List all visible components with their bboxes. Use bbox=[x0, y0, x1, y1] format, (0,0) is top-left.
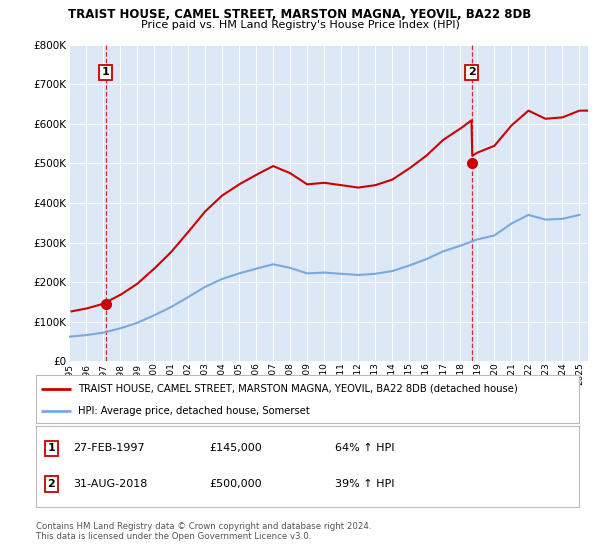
Text: HPI: Average price, detached house, Somerset: HPI: Average price, detached house, Some… bbox=[79, 406, 310, 416]
Text: 1: 1 bbox=[102, 68, 109, 77]
Text: TRAIST HOUSE, CAMEL STREET, MARSTON MAGNA, YEOVIL, BA22 8DB: TRAIST HOUSE, CAMEL STREET, MARSTON MAGN… bbox=[68, 8, 532, 21]
Text: £500,000: £500,000 bbox=[210, 479, 262, 489]
Text: 64% ↑ HPI: 64% ↑ HPI bbox=[335, 444, 394, 454]
Text: 31-AUG-2018: 31-AUG-2018 bbox=[73, 479, 147, 489]
Text: 2: 2 bbox=[47, 479, 55, 489]
Text: 1: 1 bbox=[47, 444, 55, 454]
Text: 2: 2 bbox=[468, 68, 476, 77]
Text: 39% ↑ HPI: 39% ↑ HPI bbox=[335, 479, 394, 489]
Text: 27-FEB-1997: 27-FEB-1997 bbox=[73, 444, 145, 454]
Text: £145,000: £145,000 bbox=[210, 444, 263, 454]
Text: Price paid vs. HM Land Registry's House Price Index (HPI): Price paid vs. HM Land Registry's House … bbox=[140, 20, 460, 30]
Text: TRAIST HOUSE, CAMEL STREET, MARSTON MAGNA, YEOVIL, BA22 8DB (detached house): TRAIST HOUSE, CAMEL STREET, MARSTON MAGN… bbox=[79, 384, 518, 394]
Text: Contains HM Land Registry data © Crown copyright and database right 2024.
This d: Contains HM Land Registry data © Crown c… bbox=[36, 522, 371, 542]
